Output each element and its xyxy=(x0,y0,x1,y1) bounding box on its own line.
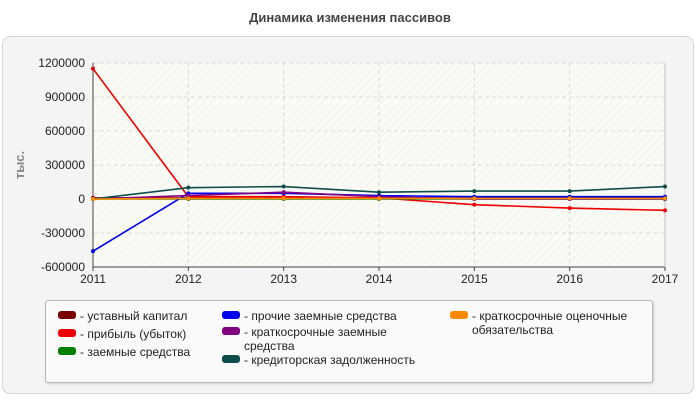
legend-label: - уставный капитал xyxy=(80,309,188,323)
legend-swatch xyxy=(222,327,240,335)
x-tick-label: 2015 xyxy=(461,272,488,286)
series-point-6 xyxy=(281,184,286,189)
x-tick-label: 2011 xyxy=(80,272,106,286)
series-point-6 xyxy=(472,189,477,194)
series-point-7 xyxy=(186,196,191,201)
legend-label: - кредиторская задолженность xyxy=(244,353,416,367)
series-point-7 xyxy=(377,196,381,201)
series-point-6 xyxy=(377,190,381,195)
legend-swatch xyxy=(222,311,240,319)
series-point-7 xyxy=(91,197,95,201)
series-point-7 xyxy=(472,196,477,201)
legend-label: - прибыль (убыток) xyxy=(80,327,187,341)
x-tick-label: 2014 xyxy=(366,272,393,286)
legend-label: - заемные средства xyxy=(80,345,191,359)
series-point-4 xyxy=(91,249,95,254)
legend-swatch xyxy=(58,347,76,355)
x-tick-label: 2013 xyxy=(270,272,297,286)
series-point-2 xyxy=(663,208,667,213)
legend-label: - краткосрочные оценочные обязательства xyxy=(472,309,628,337)
chart-legend: - уставный капитал - прибыль (убыток) - за… xyxy=(45,300,653,383)
x-tick-label: 2016 xyxy=(556,272,583,286)
y-axis-label: тыс. xyxy=(12,151,27,179)
y-tick-label: 300000 xyxy=(45,158,85,172)
series-point-6 xyxy=(567,189,572,194)
series-point-5 xyxy=(281,190,286,195)
chart-title: Динамика изменения пассивов xyxy=(249,10,451,25)
series-point-2 xyxy=(567,206,572,211)
legend-swatch xyxy=(58,329,76,337)
y-tick-label: 900000 xyxy=(45,90,85,104)
legend-swatch xyxy=(222,355,240,363)
y-tick-label: 0 xyxy=(78,192,85,206)
x-tick-label: 2017 xyxy=(652,272,679,286)
x-tick-label: 2012 xyxy=(175,272,202,286)
series-point-2 xyxy=(91,66,95,71)
legend-swatch xyxy=(58,311,76,319)
series-point-7 xyxy=(281,196,286,201)
legend-label: - краткосрочные заемные средства xyxy=(244,325,387,353)
y-tick-label: -600000 xyxy=(41,260,85,274)
y-tick-label: -300000 xyxy=(41,226,85,240)
y-tick-label: 600000 xyxy=(45,124,85,138)
series-point-2 xyxy=(472,202,477,207)
series-point-7 xyxy=(567,196,572,201)
series-point-5 xyxy=(186,193,191,198)
y-tick-label: 1200000 xyxy=(38,56,85,70)
chart-plot: 1200000 900000 600000 300000 0 -300000 -600000… xyxy=(12,56,679,286)
legend-swatch xyxy=(450,311,468,319)
series-point-7 xyxy=(663,196,667,201)
legend-label: - прочие заемные средства xyxy=(244,309,397,323)
series-point-6 xyxy=(663,184,667,189)
series-point-6 xyxy=(186,185,191,190)
